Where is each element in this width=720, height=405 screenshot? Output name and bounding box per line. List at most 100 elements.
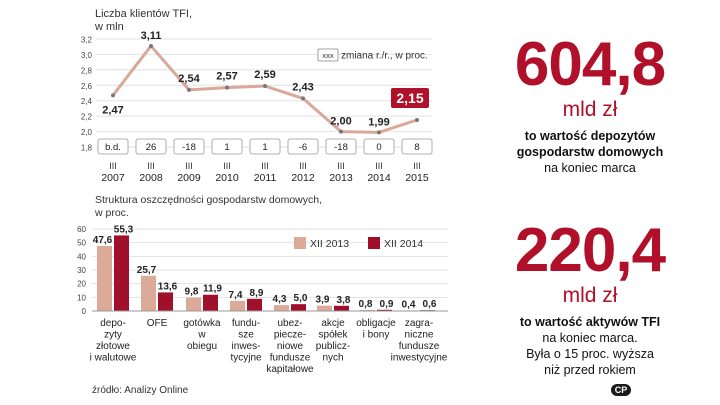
y-tick-label: 1,8 bbox=[81, 144, 93, 153]
change-label: -18 bbox=[334, 142, 348, 153]
value-label: 2,15 bbox=[396, 90, 423, 106]
bar-value-label: 25,7 bbox=[137, 265, 157, 276]
category-label: fundusze bbox=[399, 341, 440, 352]
bar-value-label: 3,8 bbox=[337, 295, 351, 306]
category-label: kapitałowe bbox=[266, 364, 314, 375]
category-label: piecze- bbox=[274, 330, 306, 341]
y-tick-label: 0 bbox=[82, 307, 87, 316]
y-tick-label: 2,2 bbox=[81, 113, 93, 122]
deposits-desc-line2: gospodarstw domowych bbox=[516, 145, 664, 159]
bar-value-label: 0,4 bbox=[402, 299, 416, 310]
change-label: -18 bbox=[182, 142, 196, 153]
x-tick-year: 2012 bbox=[291, 172, 315, 184]
deposits-panel: 604,8 mld zł to wartość depozytów gospod… bbox=[470, 34, 710, 176]
change-box bbox=[325, 138, 357, 155]
tfi-assets-panel: 220,4 mld zł to wartość aktywów TFI na k… bbox=[470, 220, 710, 378]
data-point bbox=[339, 129, 343, 134]
category-label: niowe bbox=[277, 341, 304, 352]
category-label: i walutowe bbox=[90, 353, 137, 364]
bar-value-label: 3,9 bbox=[316, 295, 330, 306]
tfi-desc-line3: Była o 15 proc. wyższa bbox=[526, 347, 654, 361]
line-chart-title: Liczba klientów TFI, bbox=[95, 8, 192, 20]
bar-value-label: 13,6 bbox=[158, 281, 178, 292]
change-label: 0 bbox=[376, 142, 381, 153]
y-tick-label: 20 bbox=[77, 280, 86, 289]
bar-value-label: 0,6 bbox=[423, 299, 437, 310]
tfi-desc-line2: na koniec marca. bbox=[542, 331, 638, 345]
publisher-logo: CP bbox=[611, 384, 631, 396]
bar bbox=[291, 304, 306, 311]
change-box bbox=[363, 138, 395, 155]
bar-value-label: 11,9 bbox=[203, 284, 222, 295]
change-label: 1 bbox=[224, 142, 229, 153]
y-tick-label: 3,0 bbox=[81, 51, 93, 60]
change-box bbox=[401, 138, 433, 155]
bar bbox=[203, 294, 218, 311]
bar-value-label: 55,3 bbox=[114, 224, 134, 235]
category-label: OFE bbox=[147, 318, 168, 329]
x-tick-year: 2009 bbox=[177, 172, 201, 184]
y-tick-label: 2,6 bbox=[81, 82, 93, 91]
x-tick-month: III bbox=[261, 161, 269, 171]
bar-value-label: 47,6 bbox=[93, 235, 113, 246]
change-label: 26 bbox=[146, 142, 157, 153]
change-label: 8 bbox=[414, 142, 419, 153]
x-tick-month: III bbox=[299, 161, 307, 171]
x-tick-month: III bbox=[109, 161, 117, 171]
y-tick-label: 30 bbox=[77, 266, 86, 275]
tfi-desc-line1: to wartość aktywów TFI bbox=[519, 315, 661, 329]
category-label: tycyjne bbox=[230, 353, 262, 364]
data-point bbox=[149, 43, 153, 48]
category-label: akcje bbox=[321, 318, 345, 329]
category-label: zagra- bbox=[405, 318, 433, 329]
category-label: publicz- bbox=[316, 341, 350, 352]
x-tick-month: III bbox=[223, 161, 231, 171]
bar bbox=[97, 245, 112, 311]
highlight-value-box bbox=[391, 88, 429, 108]
category-label: ubez- bbox=[277, 318, 302, 329]
deposits-desc-line3: na koniec marca bbox=[544, 161, 636, 175]
change-label: b.d. bbox=[105, 142, 121, 153]
bar-value-label: 0,8 bbox=[359, 299, 373, 310]
bar bbox=[334, 305, 349, 311]
line-legend: xxx zmiana r./r., w proc. bbox=[317, 48, 428, 62]
category-label: obligacje bbox=[356, 318, 396, 329]
value-label: 2,43 bbox=[292, 81, 313, 93]
value-label: 3,11 bbox=[141, 30, 162, 42]
deposits-value: 604,8 bbox=[514, 30, 666, 99]
x-tick-month: III bbox=[337, 161, 345, 171]
change-box bbox=[249, 138, 281, 155]
y-tick-label: 2,8 bbox=[81, 66, 93, 75]
change-box bbox=[287, 138, 319, 155]
y-tick-label: 2,4 bbox=[81, 97, 93, 106]
category-label: inwes- bbox=[232, 341, 261, 352]
data-point bbox=[187, 87, 191, 92]
category-label: złotowe bbox=[96, 341, 130, 352]
source-note: źródło: Analizy Online bbox=[92, 385, 189, 396]
category-label: gotówka bbox=[183, 318, 221, 329]
bar-value-label: 4,3 bbox=[273, 294, 287, 305]
bar bbox=[317, 305, 332, 311]
bar-value-label: 7,4 bbox=[229, 290, 243, 301]
y-tick-label: 60 bbox=[77, 225, 86, 234]
tfi-assets-unit: mld zł bbox=[562, 284, 618, 307]
change-box bbox=[97, 138, 129, 155]
deposits-desc-line1: to wartość depozytów bbox=[524, 129, 656, 143]
y-tick-label: 50 bbox=[77, 239, 86, 248]
legend-label: zmiana r./r., w proc. bbox=[341, 51, 428, 62]
category-label: zyty bbox=[104, 330, 122, 341]
bar-value-label: 9,8 bbox=[185, 287, 199, 298]
data-point bbox=[377, 130, 381, 135]
deposits-unit: mld zł bbox=[562, 98, 618, 121]
category-label: sze bbox=[238, 330, 254, 341]
change-box bbox=[135, 138, 167, 155]
y-tick-label: 10 bbox=[77, 293, 86, 302]
tfi-desc-line4: niż przed rokiem bbox=[544, 363, 636, 377]
category-label: i bony bbox=[363, 330, 390, 341]
value-label: 2,47 bbox=[102, 104, 123, 116]
legend-swatch bbox=[368, 237, 380, 249]
change-label: 1 bbox=[262, 142, 267, 153]
bar-chart-subtitle: w proc. bbox=[94, 207, 129, 219]
x-tick-year: 2007 bbox=[101, 172, 125, 184]
change-box bbox=[211, 138, 243, 155]
